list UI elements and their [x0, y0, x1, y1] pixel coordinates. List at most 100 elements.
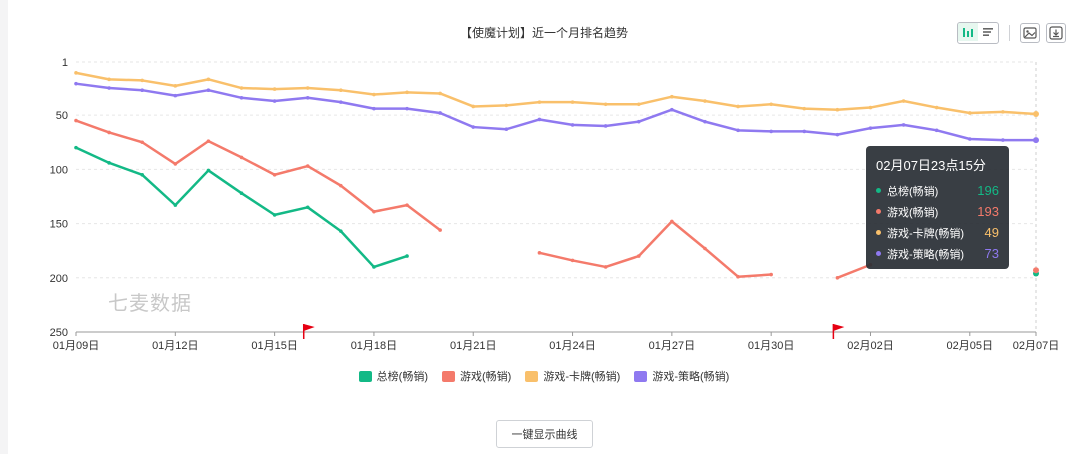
data-point	[305, 86, 310, 90]
data-point	[107, 86, 111, 90]
data-point	[570, 100, 575, 104]
data-point	[471, 104, 476, 109]
chart-tooltip: 02月07日23点15分 总榜(畅销) 196 游戏(畅销) 193 游戏-卡牌(畅销)…	[866, 146, 1009, 269]
data-point	[967, 137, 972, 141]
data-point	[835, 107, 840, 112]
data-point	[537, 117, 542, 122]
data-point	[107, 130, 111, 135]
tooltip-series-name: 游戏-策略(畅销)	[887, 248, 964, 261]
legend-item[interactable]: 总榜(畅销)	[358, 368, 428, 384]
tooltip-series-name: 总榜(畅销)	[887, 185, 939, 198]
data-point	[703, 99, 707, 103]
legend-item[interactable]: 游戏(畅销)	[442, 368, 511, 384]
data-point	[206, 77, 211, 82]
download-icon[interactable]	[1046, 23, 1066, 43]
y-tick-label: 150	[50, 219, 68, 231]
legend-label: 游戏(畅销)	[460, 371, 512, 383]
y-tick-label: 100	[50, 164, 68, 176]
data-point	[438, 228, 442, 232]
series-line	[75, 82, 1036, 142]
tooltip-value: 49	[984, 225, 999, 240]
list-icon[interactable]	[978, 23, 998, 41]
data-point	[603, 102, 608, 107]
data-point	[405, 254, 409, 258]
data-point	[570, 123, 575, 127]
data-point	[670, 107, 674, 112]
data-point	[272, 172, 277, 177]
tooltip-row: 总榜(畅销) 196	[876, 180, 999, 201]
tooltip-series-name: 游戏(畅销)	[887, 206, 939, 219]
data-point	[769, 129, 773, 134]
data-point	[670, 94, 674, 99]
tooltip-row: 游戏(畅销) 193	[876, 201, 999, 222]
bar-chart-icon[interactable]	[958, 23, 978, 41]
data-point	[570, 258, 575, 263]
image-icon[interactable]	[1020, 23, 1040, 43]
data-point	[603, 265, 608, 269]
data-point	[670, 219, 674, 224]
data-point	[206, 88, 211, 92]
flag-icon	[302, 324, 315, 339]
data-point	[438, 91, 442, 96]
chart-title: 【使魔计划】近一个月排名趋势	[459, 26, 628, 40]
data-point	[636, 119, 641, 124]
data-point	[173, 93, 178, 98]
chart-legend: 总榜(畅销) 游戏(畅销) 游戏-卡牌(畅销) 游戏-策略(畅销)	[8, 368, 1080, 384]
tooltip-dot	[876, 251, 881, 256]
data-point	[140, 140, 145, 145]
flag-icon	[832, 324, 845, 339]
data-point	[1001, 138, 1005, 142]
data-point	[173, 203, 178, 207]
data-point	[74, 118, 78, 123]
chart-card: 【使魔计划】近一个月排名趋势 1 50 100 150 200 250 01月09日 01月…	[8, 0, 1080, 454]
data-point	[272, 213, 277, 217]
series-line	[539, 220, 772, 278]
data-point	[405, 106, 409, 111]
data-point	[802, 106, 807, 111]
x-tick-label: 02月07日	[1013, 340, 1059, 352]
toolbar-divider	[1009, 25, 1010, 41]
data-point	[769, 272, 773, 277]
data-point	[272, 87, 277, 91]
data-point	[305, 95, 310, 100]
legend-item[interactable]: 游戏-策略(畅销)	[634, 368, 729, 384]
tooltip-value: 73	[984, 246, 999, 261]
data-point	[74, 81, 78, 86]
data-point	[372, 92, 376, 97]
data-point	[239, 155, 244, 160]
data-point	[636, 254, 641, 258]
legend-label: 游戏-策略(畅销)	[652, 371, 730, 383]
data-point	[372, 106, 376, 111]
x-tick-label: 02月02日	[847, 340, 893, 352]
data-point	[868, 126, 873, 130]
data-point	[438, 111, 442, 115]
legend-item[interactable]: 游戏-卡牌(畅销)	[525, 368, 620, 384]
series-line	[836, 263, 871, 279]
data-point	[1033, 137, 1039, 144]
y-tick-label: 50	[56, 110, 68, 122]
chart-view-toggle	[957, 22, 999, 44]
data-point	[504, 103, 509, 108]
data-point	[736, 128, 740, 133]
x-tick-label: 01月27日	[649, 340, 695, 352]
data-point	[107, 77, 111, 82]
data-point	[239, 86, 244, 90]
data-point	[868, 105, 873, 110]
data-point	[802, 129, 807, 134]
x-tick-label: 01月18日	[351, 340, 397, 352]
data-point	[504, 127, 509, 132]
data-point	[835, 132, 840, 137]
data-point	[537, 100, 542, 104]
data-point	[140, 88, 145, 92]
x-tick-label: 01月12日	[152, 340, 198, 352]
y-tick-label: 250	[50, 327, 68, 339]
data-point	[405, 203, 409, 207]
data-point	[636, 102, 641, 107]
data-point	[239, 95, 244, 100]
tooltip-value: 193	[977, 204, 999, 219]
data-point	[703, 246, 707, 251]
show-all-curves-button[interactable]: 一键显示曲线	[496, 420, 593, 448]
tooltip-row: 游戏-策略(畅销) 73	[876, 243, 999, 264]
x-tick-label: 01月21日	[450, 340, 496, 352]
